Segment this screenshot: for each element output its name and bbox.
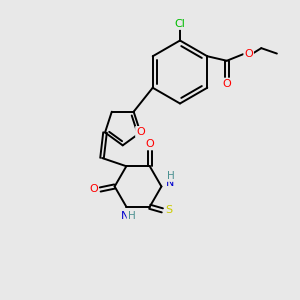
Text: N: N (166, 178, 175, 188)
Text: O: O (136, 127, 145, 137)
Text: H: H (167, 171, 174, 181)
Text: S: S (165, 206, 172, 215)
Text: H: H (128, 211, 135, 221)
Text: O: O (244, 49, 253, 59)
Text: O: O (146, 139, 154, 149)
Text: Cl: Cl (175, 19, 185, 29)
Text: O: O (222, 79, 231, 89)
Text: O: O (89, 184, 98, 194)
Text: N: N (121, 211, 129, 221)
